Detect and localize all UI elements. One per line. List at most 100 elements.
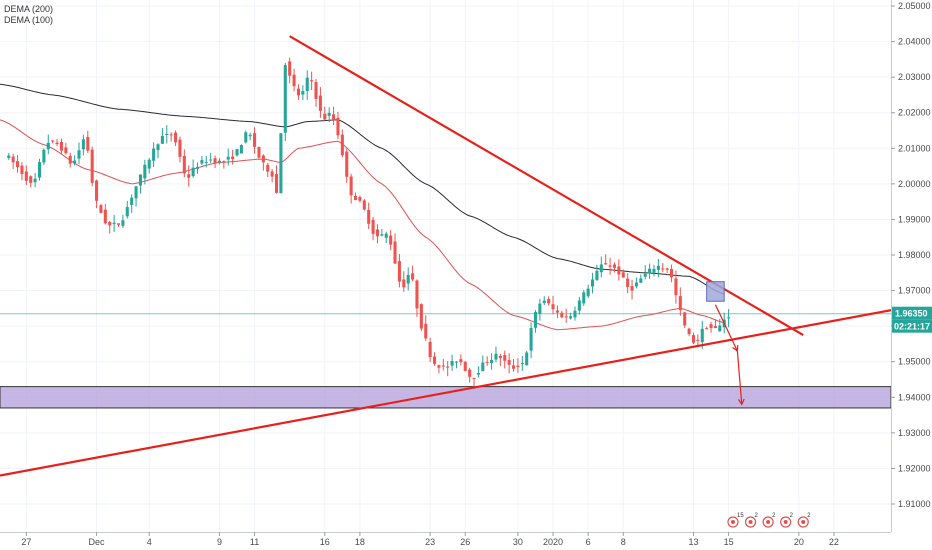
candle-body xyxy=(310,80,314,82)
candle-body xyxy=(441,365,445,367)
candle-body xyxy=(591,279,595,287)
x-tick-label: 30 xyxy=(513,537,523,547)
candle-body xyxy=(683,312,687,326)
candle-body xyxy=(318,95,322,111)
event-flag-icon[interactable]: 2 xyxy=(762,513,776,528)
candle-body xyxy=(652,268,656,273)
candle-body xyxy=(248,134,252,137)
candle-body xyxy=(406,274,410,284)
candle-body xyxy=(507,360,511,365)
candle-body xyxy=(454,361,459,363)
candle-body xyxy=(687,328,691,335)
candle-body xyxy=(257,147,261,158)
support-zone xyxy=(0,386,892,409)
candle-body xyxy=(231,156,235,160)
candle-body xyxy=(239,145,243,154)
event-flag-icon[interactable]: 2 xyxy=(797,513,811,528)
candle-body xyxy=(371,219,375,234)
candle-body xyxy=(529,328,533,351)
candle-body xyxy=(485,362,489,364)
dema-line-1 xyxy=(0,119,725,331)
candle-body xyxy=(542,300,546,303)
support-trendline xyxy=(0,309,892,477)
candle-body xyxy=(169,134,173,136)
candlesticks xyxy=(7,57,731,387)
x-tick-label: 18 xyxy=(355,537,365,547)
candle-body xyxy=(130,197,134,205)
candle-body xyxy=(182,155,186,174)
y-tick-label: 1.94000 xyxy=(898,392,931,402)
x-tick-label: 6 xyxy=(586,537,591,547)
candle-body xyxy=(112,222,116,224)
candle-body xyxy=(402,279,406,288)
candle-body xyxy=(314,82,318,99)
y-tick-label: 2.05000 xyxy=(898,1,931,11)
event-marker-dot xyxy=(748,520,753,524)
candle-body xyxy=(55,142,59,145)
candle-body xyxy=(327,112,331,116)
candle-body xyxy=(59,141,63,151)
y-tick-label: 2.02000 xyxy=(898,108,931,118)
time-scale-bg xyxy=(0,532,891,550)
candle-body xyxy=(670,268,674,278)
candle-body xyxy=(595,270,599,280)
candle-body xyxy=(516,365,520,368)
candle-body xyxy=(134,186,138,199)
legend-item: DEMA (100) xyxy=(4,15,53,25)
candle-body xyxy=(200,160,204,164)
candle-body xyxy=(362,200,366,210)
candle-body xyxy=(332,114,336,121)
candle-body xyxy=(51,140,55,142)
x-tick-label: 22 xyxy=(829,537,839,547)
event-flag-icon[interactable]: 15 xyxy=(727,513,744,528)
economic-events[interactable]: 15 2 2 2 2 xyxy=(727,513,811,528)
chart-grid xyxy=(0,0,891,532)
candle-body xyxy=(358,197,362,201)
y-tick-label: 2.04000 xyxy=(898,37,931,47)
candle-body xyxy=(143,164,147,179)
candle-body xyxy=(564,316,568,318)
candle-body xyxy=(24,171,28,181)
candle-body xyxy=(187,174,191,178)
candle-body xyxy=(283,65,287,133)
candle-body xyxy=(103,209,107,224)
candle-body xyxy=(432,356,437,364)
candle-body xyxy=(424,323,428,339)
trend-drawings xyxy=(0,35,892,477)
event-flag-icon[interactable]: 2 xyxy=(780,513,794,528)
x-tick-label: 15 xyxy=(724,537,734,547)
candle-body xyxy=(235,149,239,156)
candle-body xyxy=(415,280,419,309)
candle-body xyxy=(165,133,169,135)
x-tick-label: 2020 xyxy=(543,537,563,547)
forecast-arrow-head xyxy=(737,398,745,406)
candle-body xyxy=(226,156,230,160)
candle-body xyxy=(29,176,33,183)
x-tick-label: 16 xyxy=(320,537,330,547)
x-tick-label: 20 xyxy=(794,537,804,547)
candle-body xyxy=(560,312,564,318)
dema-lines xyxy=(0,83,725,331)
candle-body xyxy=(727,317,731,319)
event-flag-icon[interactable]: 2 xyxy=(744,513,759,528)
candle-body xyxy=(244,132,248,143)
candle-body xyxy=(428,341,432,358)
event-count: 15 xyxy=(737,513,744,519)
candle-body xyxy=(86,137,90,151)
candle-body xyxy=(630,286,634,291)
candle-body xyxy=(90,149,94,183)
candle-body xyxy=(73,160,77,164)
candle-body xyxy=(472,377,476,379)
x-tick-label: 27 xyxy=(21,537,31,547)
event-marker-dot xyxy=(766,520,771,524)
candle-body xyxy=(696,339,700,341)
candle-body xyxy=(621,272,625,278)
x-tick-label: 13 xyxy=(688,537,698,547)
candle-body xyxy=(691,335,696,343)
forecast-arrow-line xyxy=(714,304,738,352)
event-marker-dot xyxy=(801,520,806,524)
candle-body xyxy=(604,263,608,265)
candle-body xyxy=(121,220,125,226)
